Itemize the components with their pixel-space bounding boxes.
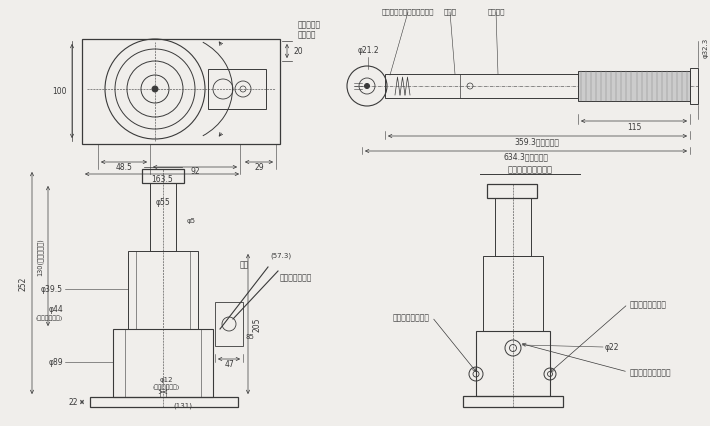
Text: 252: 252 [18,276,27,291]
Text: 操作レバー差込口: 操作レバー差込口 [630,300,667,309]
Text: 48.5: 48.5 [116,162,133,171]
Bar [128,251,198,329]
Text: φ44: φ44 [48,305,63,314]
Text: φ89: φ89 [48,358,63,367]
Text: 47: 47 [224,360,234,368]
Text: 205: 205 [253,317,262,331]
Bar [385,75,578,99]
Bar [113,329,213,397]
Text: 操作レバー
回転方向: 操作レバー 回転方向 [298,20,321,39]
Text: 取手: 取手 [240,260,249,269]
Text: ストッパ: ストッパ [487,8,505,14]
Bar [487,184,537,199]
Bar [483,256,543,331]
Text: 20: 20 [294,47,304,56]
Text: 130(ストローク): 130(ストローク) [36,238,43,275]
Bar [90,397,238,407]
Bar [82,40,280,145]
Text: 29: 29 [254,162,264,171]
Text: 634.3（最伸長）: 634.3（最伸長） [503,152,549,161]
Text: φ22: φ22 [605,343,620,352]
Bar [208,70,266,110]
Text: (57.3): (57.3) [270,252,291,259]
Circle shape [364,84,369,89]
Text: 163.5: 163.5 [151,175,173,184]
Text: オイルフィリング: オイルフィリング [393,313,430,322]
Text: リリーズスクリュウ: リリーズスクリュウ [630,368,672,377]
Text: 92: 92 [190,167,200,176]
Text: (131): (131) [173,402,192,408]
Text: 伸縮式: 伸縮式 [444,8,457,14]
Bar [150,184,176,251]
Text: リリーズスクリュウ差込口: リリーズスクリュウ差込口 [382,8,435,14]
Text: 359.3（最縮長）: 359.3（最縮長） [515,137,559,146]
Text: 85: 85 [245,333,254,339]
Text: 115: 115 [627,122,641,131]
Bar [463,396,563,407]
Text: (シリンダ内径): (シリンダ内径) [36,314,63,320]
Text: φ55: φ55 [155,198,170,207]
Bar [578,72,690,102]
Text: φ39.5: φ39.5 [41,285,63,294]
Text: φ5: φ5 [187,218,196,224]
Text: (シリンダ内径): (シリンダ内径) [153,383,180,389]
Bar [142,170,184,184]
Text: 22: 22 [68,397,78,406]
Bar [495,199,531,256]
Text: φ32.3: φ32.3 [703,38,709,58]
Text: 專用操作レバー詳細: 專用操作レバー詳細 [508,165,552,174]
Text: 100: 100 [53,87,67,96]
Bar [690,69,698,105]
Text: レバーソケット: レバーソケット [280,273,312,282]
Bar [476,331,550,396]
Text: φ21.2: φ21.2 [357,46,379,55]
Text: φ12: φ12 [159,376,173,382]
Bar [215,302,243,346]
Circle shape [152,87,158,93]
